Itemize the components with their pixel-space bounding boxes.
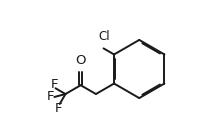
Text: F: F xyxy=(46,90,54,103)
Text: F: F xyxy=(55,102,62,115)
Text: O: O xyxy=(76,54,86,67)
Text: F: F xyxy=(51,78,59,91)
Text: Cl: Cl xyxy=(98,30,110,43)
